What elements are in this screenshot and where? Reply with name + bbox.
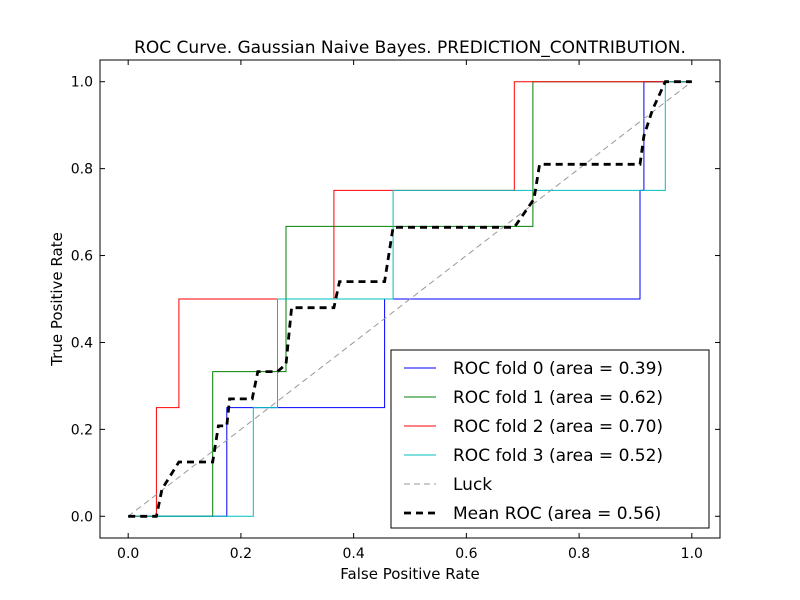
series-line-2 <box>128 81 692 517</box>
legend-label-3: ROC fold 3 (area = 0.52) <box>453 446 663 466</box>
legend-box <box>390 349 710 529</box>
x-tick-label: 0.4 <box>343 546 365 562</box>
x-tick-label: 0.6 <box>455 546 477 562</box>
legend-label-0: ROC fold 0 (area = 0.39) <box>453 359 663 379</box>
legend-label-2: ROC fold 2 (area = 0.70) <box>453 417 663 437</box>
series-line-5 <box>128 80 692 518</box>
x-tick-label: 0.2 <box>230 546 252 562</box>
legend: ROC fold 0 (area = 0.39) ROC fold 1 (area… <box>390 349 710 529</box>
x-tick-label: 0.8 <box>568 546 590 562</box>
series-line-3 <box>128 81 692 517</box>
series-line-4 <box>127 81 693 517</box>
y-axis-label: True Positive Rate <box>48 232 66 367</box>
y-tick-label: 0.2 <box>71 422 93 438</box>
series-layer <box>127 80 693 518</box>
x-tick-label: 0.0 <box>117 546 139 562</box>
legend-label-5: Mean ROC (area = 0.56) <box>453 504 661 524</box>
legend-label-1: ROC fold 1 (area = 0.62) <box>453 388 663 408</box>
x-tick-label: 1.0 <box>681 546 703 562</box>
y-tick-label: 0.8 <box>71 162 93 178</box>
x-axis-label: False Positive Rate <box>340 565 479 583</box>
y-tick-label: 0.0 <box>71 509 93 525</box>
chart-title: ROC Curve. Gaussian Naive Bayes. PREDICT… <box>134 38 686 58</box>
y-tick-label: 0.6 <box>71 249 93 265</box>
plot-frame <box>99 59 721 539</box>
legend-label-4: Luck <box>453 475 492 495</box>
y-tick-label: 0.4 <box>71 335 93 351</box>
y-tick-label: 1.0 <box>71 75 93 91</box>
x-axis-ticks: 0.0 0.2 0.4 0.6 0.8 1.0 <box>117 60 703 562</box>
y-axis-ticks: 0.0 0.2 0.4 0.6 0.8 1.0 <box>71 75 720 525</box>
